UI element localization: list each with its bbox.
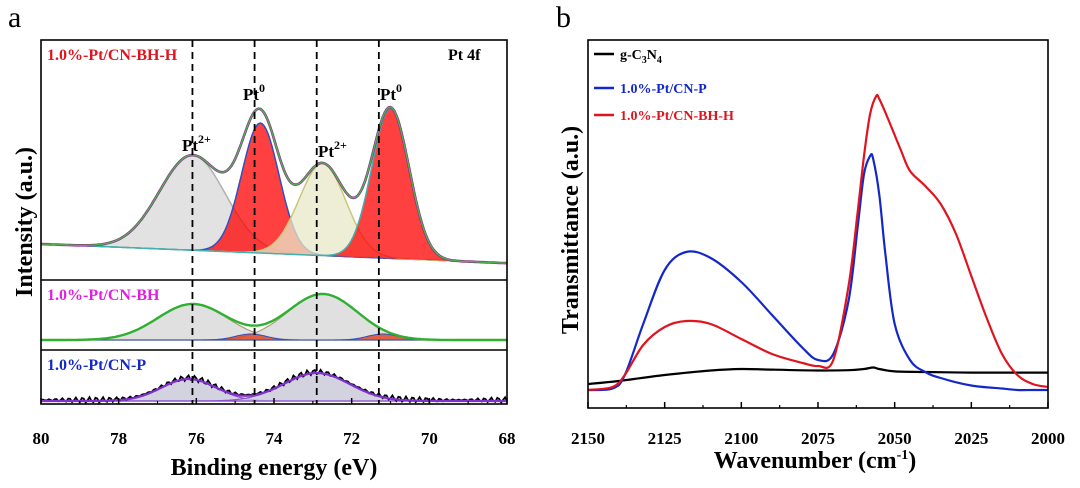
legend-label-gc3n4: g-C3N4 — [620, 48, 662, 66]
x-tick-label: 2025 — [954, 429, 988, 448]
panel-b-plot: 2150 2125 2100 2075 2050 2025 2000 — [571, 39, 1065, 448]
sample-label-bh: 1.0%-Pt/CN-BH — [47, 287, 160, 304]
x-tick-label: 78 — [110, 429, 127, 448]
sample-label-bh-h: 1.0%-Pt/CN-BH-H — [47, 47, 178, 64]
x-tick-label: 2100 — [724, 429, 758, 448]
x-tick-label: 2125 — [648, 429, 682, 448]
x-tick-label: 76 — [188, 429, 205, 448]
legend-label-p: 1.0%-Pt/CN-P — [620, 82, 707, 97]
x-tick-label: 2050 — [878, 429, 912, 448]
x-axis-ticks: 2150 2125 2100 2075 2050 2025 2000 — [571, 402, 1065, 448]
x-tick-label: 72 — [343, 429, 360, 448]
series-line — [587, 93, 1049, 392]
envelope-bh — [41, 292, 507, 342]
peak-component-fill — [41, 155, 507, 264]
panel-b-x-title: Wavenumber (cm-1) — [714, 448, 917, 474]
x-tick-label: 2075 — [801, 429, 835, 448]
x-tick-label: 74 — [266, 429, 284, 448]
panel-a-plot: 80 78 76 74 72 70 68 — [33, 39, 516, 448]
x-tick-label: 2000 — [1031, 429, 1065, 448]
peak-label-pt0-2: Pt0 — [380, 81, 402, 104]
peak-component-fill — [41, 108, 507, 264]
peak-component-fill — [41, 123, 507, 264]
peak-label-pt0-1: Pt0 — [243, 81, 265, 104]
peak-label-pt2-1: Pt2+ — [182, 132, 211, 155]
x-axis-ticks: 80 78 76 74 72 70 68 — [33, 398, 516, 448]
element-label: Pt 4f — [448, 47, 481, 64]
x-tick-label: 80 — [33, 429, 50, 448]
panel-b-y-title: Transmittance (a.u.) — [558, 126, 584, 334]
legend-label-bh-h: 1.0%-Pt/CN-BH-H — [620, 109, 734, 124]
series-line — [587, 153, 1048, 392]
legend: g-C3N4 1.0%-Pt/CN-P 1.0%-Pt/CN-BH-H — [594, 48, 734, 124]
x-tick-label: 68 — [499, 429, 516, 448]
fit-bh-h — [40, 106, 508, 264]
series-line — [587, 366, 1048, 386]
peak-label-pt2-2: Pt2+ — [318, 138, 347, 161]
x-tick-label: 70 — [421, 429, 438, 448]
panel-a-letter: a — [8, 1, 21, 34]
reference-lines — [191, 40, 380, 404]
panel-a-x-title: Binding energy (eV) — [171, 455, 378, 481]
sample-label-p: 1.0%-Pt/CN-P — [47, 357, 146, 374]
panel-a-y-title: Intensity (a.u.) — [12, 147, 38, 297]
x-tick-label: 2150 — [571, 429, 605, 448]
ir-curves — [587, 93, 1049, 392]
panel-b-letter: b — [556, 1, 571, 34]
